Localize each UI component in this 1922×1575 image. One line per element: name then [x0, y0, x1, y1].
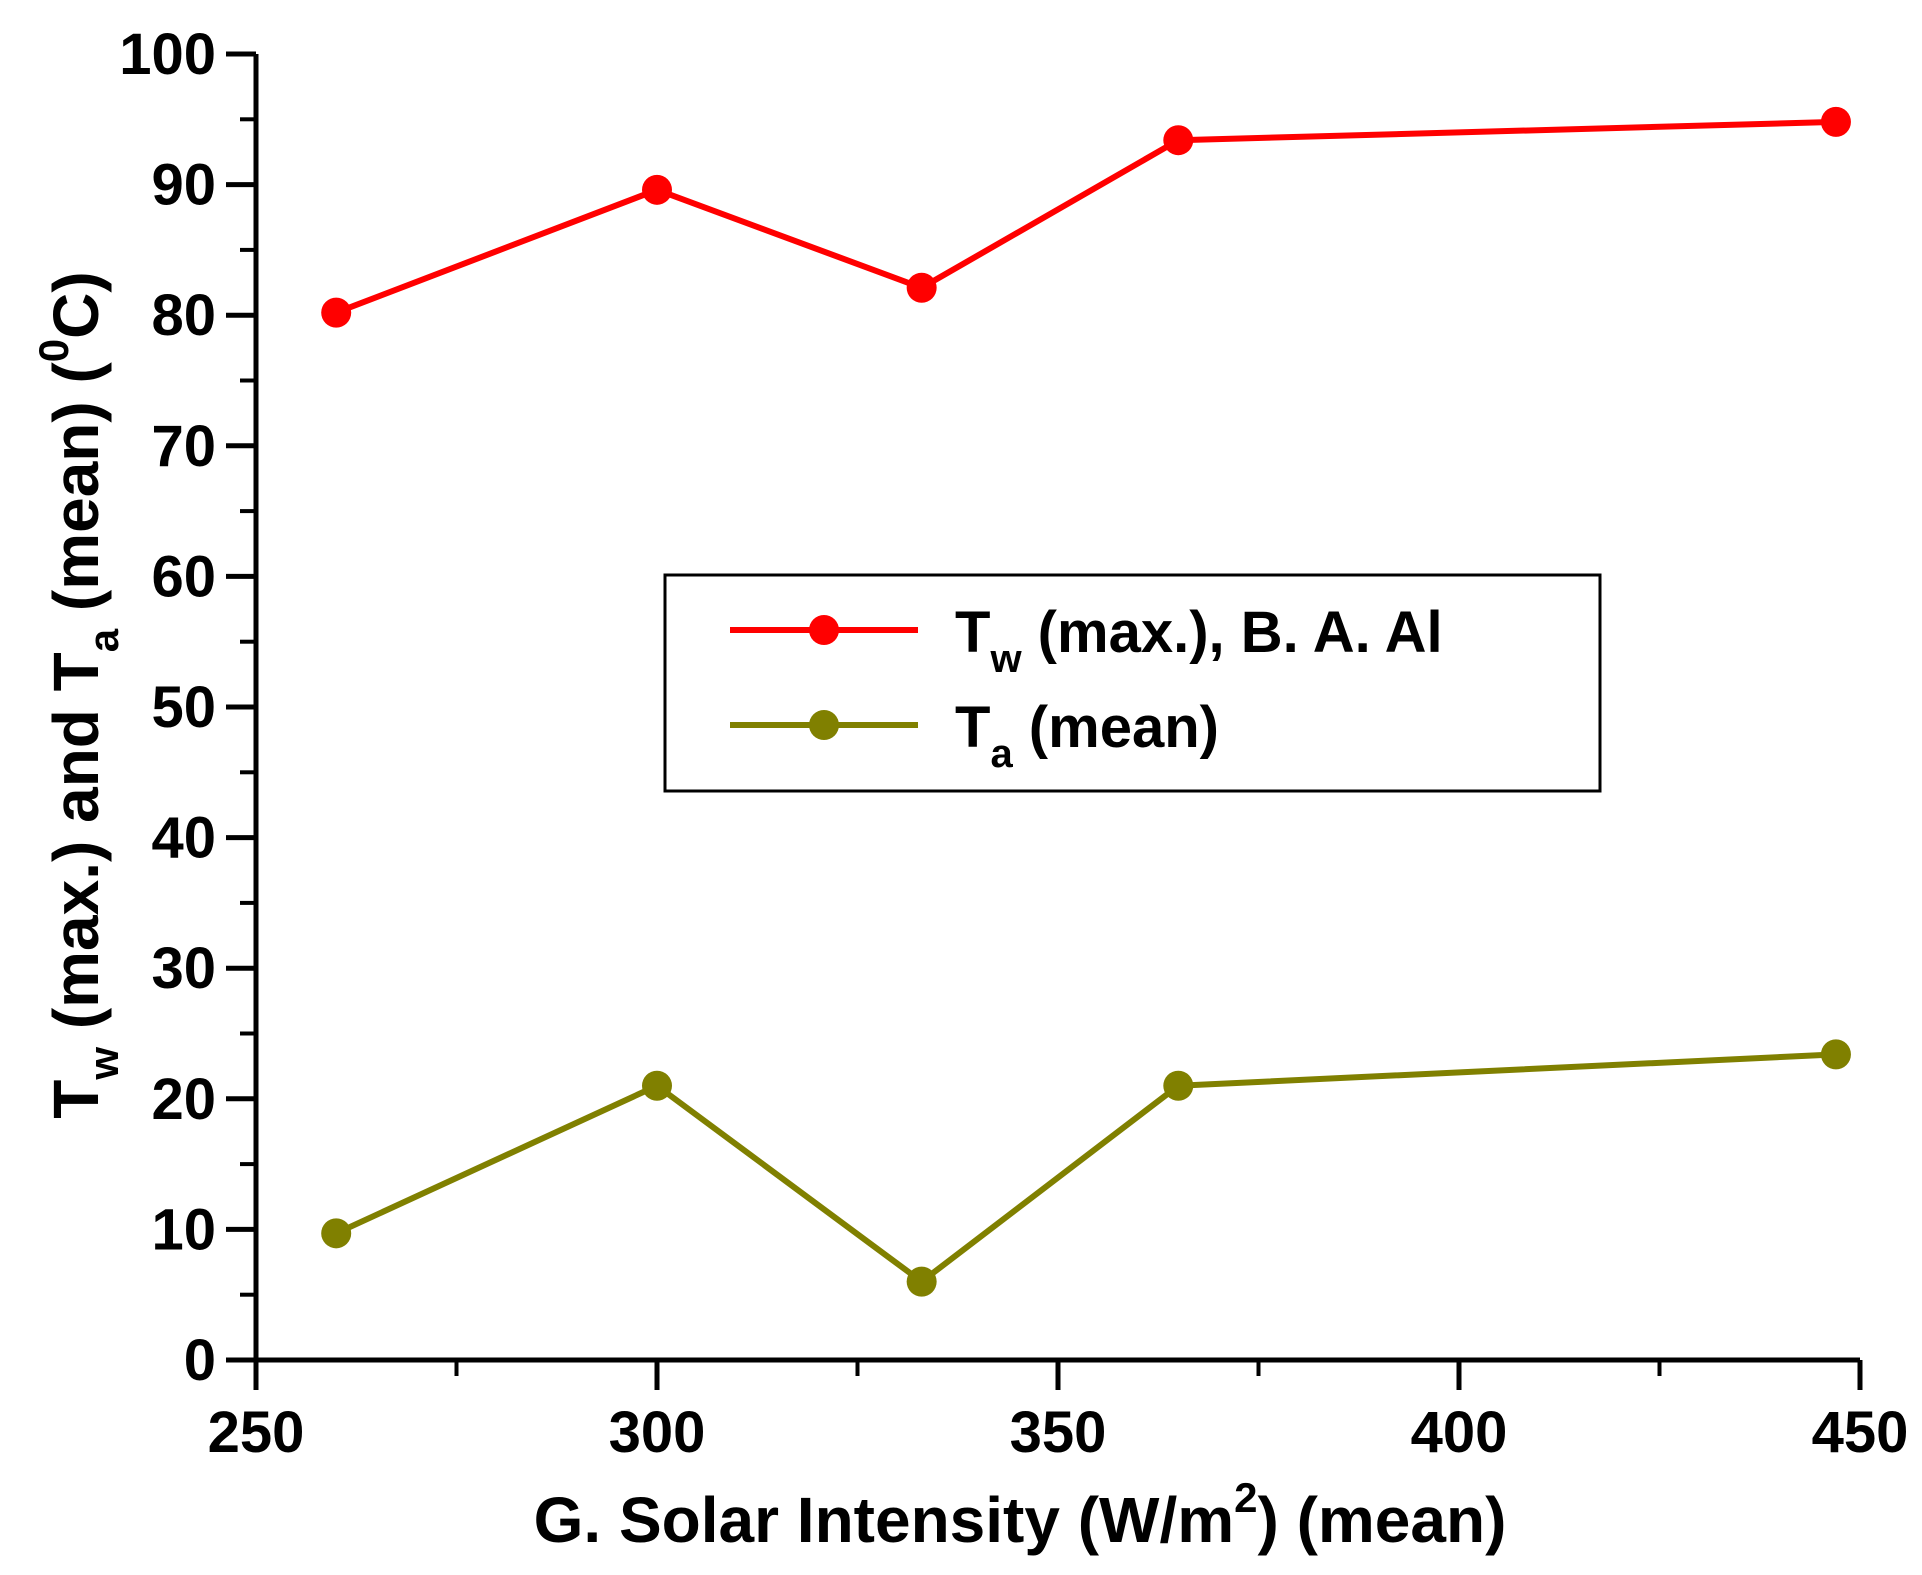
axes: 0 10 20 30 40 50 60 70 80 90 100 250 300 350 400 450 — [119, 22, 1908, 1465]
y-tick-label-10: 10 — [151, 1197, 216, 1262]
series-2-point-1 — [321, 1218, 352, 1249]
y-tick-label-90: 90 — [151, 153, 216, 218]
series-line-2 — [334, 1051, 1837, 1285]
y-tick-label-60: 60 — [151, 544, 216, 609]
series-1-point-4 — [1163, 125, 1194, 156]
series-2-point-2 — [642, 1070, 672, 1101]
series-2-point-4 — [1163, 1070, 1194, 1101]
legend-label-series-2-sub: a — [990, 732, 1013, 776]
y-tick-label-30: 30 — [151, 936, 216, 1001]
x-axis-title-sup: 2 — [1234, 1474, 1257, 1521]
legend: Tw (max.), B. A. Al Ta (mean) — [663, 573, 1602, 793]
y-axis-title-sub1: w — [80, 1047, 127, 1081]
y-axis-title-p1: T — [40, 1080, 112, 1119]
y-axis-title-p3: (mean) ( — [40, 361, 112, 628]
legend-label-series-2-rest: (mean) — [1013, 695, 1219, 760]
series-1-point-2 — [642, 174, 672, 205]
y-axis-title-p2: (max.) and T — [40, 652, 112, 1047]
x-axis-title-main: G. Solar Intensity (W/m — [534, 1484, 1235, 1556]
legend-label-series-1: Tw (max.), B. A. Al — [955, 600, 1443, 681]
legend-label-series-2: Ta (mean) — [955, 695, 1219, 776]
legend-label-series-1-main: T — [955, 600, 990, 665]
legend-label-series-1-sub: w — [989, 637, 1022, 681]
y-tick-label-70: 70 — [151, 414, 216, 479]
series-2-point-5 — [1820, 1039, 1851, 1070]
y-axis-title-sub2: a — [80, 628, 127, 652]
y-tick-label-40: 40 — [151, 806, 216, 871]
y-tick-label-0: 0 — [184, 1328, 216, 1393]
y-axis-title: Tw (max.) and Ta (mean) (0C) — [30, 271, 127, 1118]
series-line-1 — [335, 118, 1837, 316]
x-axis-title-tail: ) (mean) — [1257, 1484, 1506, 1556]
legend-label-series-1-rest: (max.), B. A. Al — [1022, 600, 1443, 665]
y-axis-title-p4: C) — [40, 271, 112, 339]
y-tick-label-100: 100 — [119, 22, 216, 87]
series-1-point-3 — [906, 272, 937, 303]
series-1-point-1 — [321, 297, 352, 328]
y-tick-label-50: 50 — [151, 675, 216, 740]
x-tick-label-300: 300 — [609, 1400, 706, 1465]
y-tick-label-20: 20 — [151, 1067, 216, 1132]
legend-marker-series-1 — [809, 615, 839, 645]
x-tick-label-350: 350 — [1010, 1400, 1107, 1465]
x-axis-title: G. Solar Intensity (W/m2) (mean) — [534, 1474, 1507, 1556]
y-axis-title-sup: 0 — [30, 339, 77, 362]
x-tick-label-250: 250 — [208, 1400, 305, 1465]
x-tick-label-400: 400 — [1411, 1400, 1508, 1465]
legend-marker-series-2 — [809, 710, 839, 740]
y-tick-label-80: 80 — [151, 283, 216, 348]
series-2-point-3 — [906, 1266, 937, 1297]
series-markers — [321, 106, 1851, 1297]
x-tick-label-450: 450 — [1812, 1400, 1909, 1465]
legend-label-series-2-main: T — [955, 695, 990, 760]
legend-box — [663, 573, 1602, 793]
series-1-point-5 — [1820, 106, 1851, 137]
